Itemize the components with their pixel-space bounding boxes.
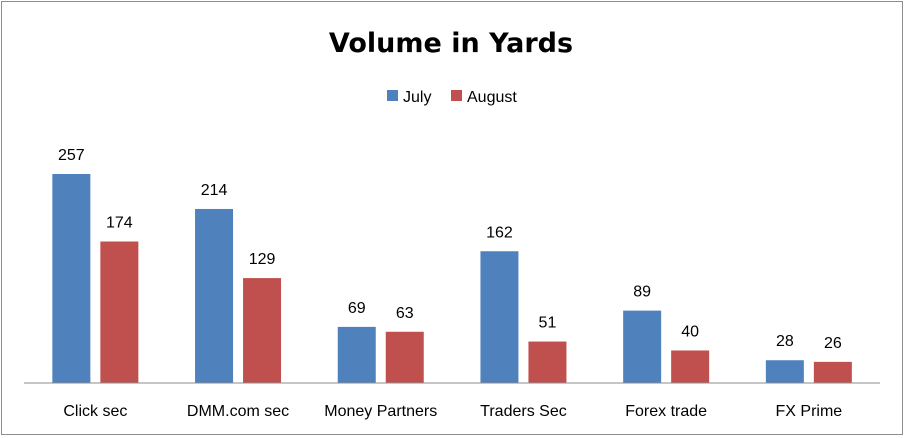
bars-group [52,174,852,383]
value-label-dmm-com-sec-july: 214 [201,182,228,199]
legend-swatch-august [451,90,462,101]
legend-swatch-july [387,90,398,101]
value-label-dmm-com-sec-august: 129 [249,251,276,268]
value-label-click-sec-july: 257 [58,147,85,164]
category-label-dmm-com-sec: DMM.com sec [187,403,289,420]
category-label-forex-trade: Forex trade [625,403,707,420]
value-label-money-partners-august: 63 [396,305,414,322]
category-label-traders-sec: Traders Sec [480,403,567,420]
bar-forex-trade-august [671,350,710,383]
value-label-click-sec-august: 174 [106,214,133,231]
bar-traders-sec-august [528,341,567,383]
value-label-forex-trade-july: 89 [633,284,651,301]
category-label-click-sec: Click sec [63,403,127,420]
legend-label-august: August [467,89,517,106]
category-label-money-partners: Money Partners [324,403,437,420]
value-label-fx-prime-july: 28 [776,333,794,350]
chart-title: Volume in Yards [329,28,573,59]
value-label-fx-prime-august: 26 [824,335,842,352]
legend-label-july: July [403,89,431,106]
bar-traders-sec-july [480,251,519,383]
category-label-fx-prime: FX Prime [776,403,843,420]
bar-fx-prime-july [765,360,804,383]
bar-dmm-com-sec-august [243,278,282,383]
value-labels-group: 257 174 214 129 69 63 162 51 89 40 28 26 [58,147,842,352]
value-label-money-partners-july: 69 [348,300,366,317]
bar-click-sec-august [100,241,139,383]
bar-fx-prime-august [813,361,852,383]
bar-money-partners-august [385,331,424,383]
value-label-traders-sec-august: 51 [539,315,557,332]
legend: July August [387,89,517,106]
bar-dmm-com-sec-july [195,208,234,383]
bar-click-sec-july [52,174,91,383]
bar-forex-trade-july [623,310,662,383]
value-label-traders-sec-july: 162 [486,224,513,241]
category-labels-group: Click sec DMM.com sec Money Partners Trader… [63,403,842,420]
value-label-forex-trade-august: 40 [681,323,699,340]
bar-money-partners-july [337,326,376,383]
